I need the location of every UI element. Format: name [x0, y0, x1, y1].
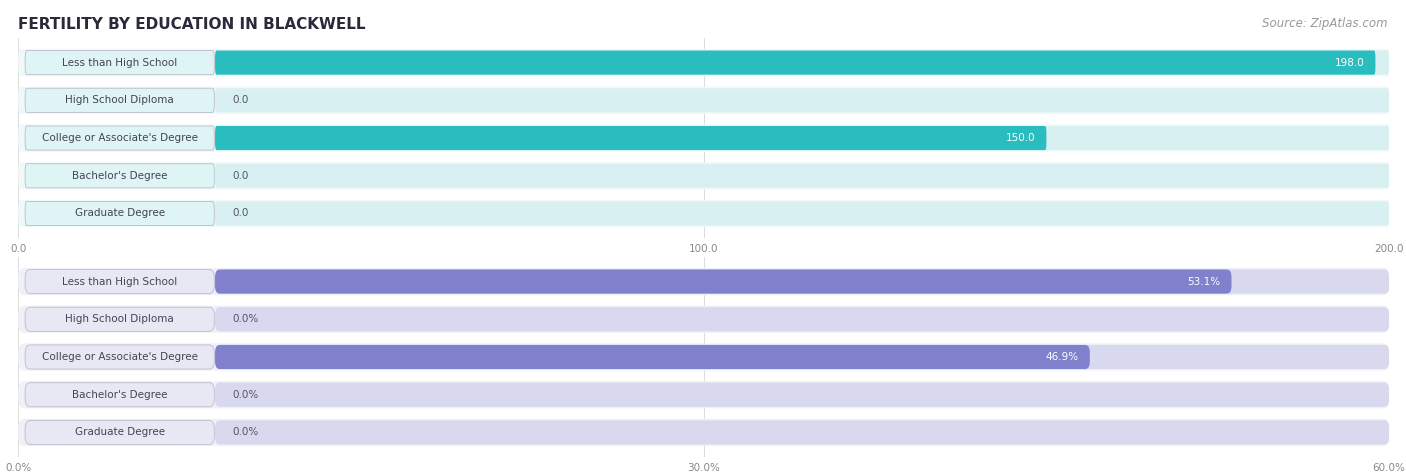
- Text: 0.0%: 0.0%: [232, 314, 259, 324]
- FancyBboxPatch shape: [25, 50, 214, 75]
- Text: College or Associate's Degree: College or Associate's Degree: [42, 133, 198, 143]
- Text: Graduate Degree: Graduate Degree: [75, 427, 165, 437]
- Text: Bachelor's Degree: Bachelor's Degree: [72, 390, 167, 400]
- Text: 0.0%: 0.0%: [232, 427, 259, 437]
- FancyBboxPatch shape: [215, 269, 1232, 294]
- FancyBboxPatch shape: [25, 164, 214, 188]
- FancyBboxPatch shape: [25, 383, 214, 407]
- Text: Bachelor's Degree: Bachelor's Degree: [72, 171, 167, 181]
- Text: Graduate Degree: Graduate Degree: [75, 208, 165, 218]
- FancyBboxPatch shape: [25, 307, 214, 331]
- Text: Less than High School: Less than High School: [62, 58, 177, 68]
- FancyBboxPatch shape: [215, 50, 1389, 75]
- Text: Source: ZipAtlas.com: Source: ZipAtlas.com: [1263, 17, 1388, 30]
- FancyBboxPatch shape: [25, 420, 214, 445]
- Text: 46.9%: 46.9%: [1046, 352, 1078, 362]
- FancyBboxPatch shape: [25, 201, 214, 226]
- FancyBboxPatch shape: [25, 345, 214, 369]
- FancyBboxPatch shape: [18, 306, 1389, 333]
- FancyBboxPatch shape: [215, 126, 1389, 150]
- FancyBboxPatch shape: [215, 307, 1389, 331]
- FancyBboxPatch shape: [215, 345, 1090, 369]
- FancyBboxPatch shape: [25, 88, 214, 112]
- FancyBboxPatch shape: [215, 420, 1389, 445]
- FancyBboxPatch shape: [25, 269, 214, 294]
- Text: High School Diploma: High School Diploma: [65, 314, 174, 324]
- Text: 0.0: 0.0: [232, 208, 249, 218]
- Text: 0.0: 0.0: [232, 95, 249, 105]
- FancyBboxPatch shape: [215, 383, 1389, 407]
- FancyBboxPatch shape: [18, 268, 1389, 295]
- Text: 150.0: 150.0: [1005, 133, 1035, 143]
- FancyBboxPatch shape: [215, 50, 1375, 75]
- FancyBboxPatch shape: [18, 162, 1389, 189]
- FancyBboxPatch shape: [215, 201, 1389, 226]
- Text: Less than High School: Less than High School: [62, 277, 177, 287]
- FancyBboxPatch shape: [18, 87, 1389, 114]
- Text: High School Diploma: High School Diploma: [65, 95, 174, 105]
- FancyBboxPatch shape: [215, 88, 1389, 112]
- FancyBboxPatch shape: [18, 419, 1389, 446]
- FancyBboxPatch shape: [18, 381, 1389, 408]
- FancyBboxPatch shape: [25, 126, 214, 150]
- FancyBboxPatch shape: [18, 124, 1389, 152]
- FancyBboxPatch shape: [215, 126, 1046, 150]
- Text: FERTILITY BY EDUCATION IN BLACKWELL: FERTILITY BY EDUCATION IN BLACKWELL: [18, 17, 366, 32]
- Text: 53.1%: 53.1%: [1188, 277, 1220, 287]
- FancyBboxPatch shape: [215, 164, 1389, 188]
- FancyBboxPatch shape: [18, 200, 1389, 227]
- FancyBboxPatch shape: [215, 345, 1389, 369]
- Text: 0.0: 0.0: [232, 171, 249, 181]
- FancyBboxPatch shape: [215, 269, 1389, 294]
- FancyBboxPatch shape: [18, 49, 1389, 76]
- Text: 198.0: 198.0: [1334, 58, 1364, 68]
- Text: College or Associate's Degree: College or Associate's Degree: [42, 352, 198, 362]
- FancyBboxPatch shape: [18, 343, 1389, 371]
- Text: 0.0%: 0.0%: [232, 390, 259, 400]
